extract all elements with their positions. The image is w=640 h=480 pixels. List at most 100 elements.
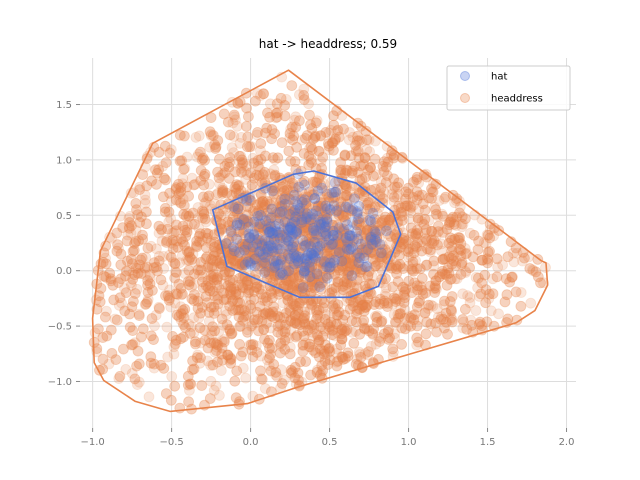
scatter-point-headdress	[190, 338, 201, 350]
scatter-point-headdress	[122, 255, 133, 267]
scatter-point-headdress	[248, 293, 260, 305]
scatter-point-headdress	[348, 337, 360, 349]
scatter-point-hat	[252, 210, 264, 222]
scatter-point-headdress	[268, 358, 280, 370]
scatter-point-headdress	[437, 254, 449, 266]
scatter-point-headdress	[354, 241, 366, 253]
scatter-point-headdress	[236, 303, 248, 315]
scatter-point-headdress	[255, 235, 267, 247]
scatter-point-headdress	[196, 235, 208, 247]
scatter-point-headdress	[403, 311, 415, 323]
scatter-point-headdress	[446, 316, 458, 328]
scatter-point-headdress	[409, 309, 421, 321]
scatter-point-headdress	[435, 245, 447, 257]
scatter-point-headdress	[317, 151, 329, 163]
scatter-point-headdress	[197, 191, 209, 203]
scatter-point-headdress	[314, 222, 326, 233]
scatter-point-headdress	[500, 273, 512, 285]
scatter-point-headdress	[257, 169, 269, 181]
y-tick-label: −0.5	[48, 322, 72, 333]
scatter-point-headdress	[225, 353, 237, 365]
scatter-point-headdress	[291, 318, 303, 330]
scatter-point-headdress	[157, 279, 169, 291]
scatter-point-headdress	[269, 154, 281, 166]
scatter-point-headdress	[195, 164, 207, 176]
scatter-point-headdress	[176, 250, 188, 261]
scatter-point-headdress	[362, 349, 374, 361]
scatter-point-headdress	[261, 260, 273, 272]
scatter-point-headdress	[145, 351, 157, 363]
scatter-point-headdress	[183, 246, 195, 258]
scatter-point-headdress	[278, 278, 290, 290]
scatter-point-headdress	[286, 295, 298, 307]
scatter-point-headdress	[325, 124, 337, 136]
points-headdress	[88, 71, 551, 415]
scatter-point-headdress	[267, 230, 279, 242]
scatter-point-headdress	[189, 178, 201, 190]
scatter-point-headdress	[329, 302, 341, 314]
scatter-point-hat	[314, 281, 326, 293]
scatter-point-headdress	[419, 204, 431, 216]
scatter-point-headdress	[436, 238, 447, 250]
scatter-point-headdress	[174, 257, 186, 269]
scatter-point-hat	[309, 252, 321, 264]
scatter-point-headdress	[382, 326, 394, 338]
scatter-point-headdress	[430, 275, 442, 287]
scatter-point-headdress	[266, 255, 278, 267]
scatter-point-headdress	[320, 126, 332, 138]
scatter-point-headdress	[402, 319, 414, 331]
scatter-point-headdress	[453, 195, 465, 207]
scatter-point-headdress	[443, 219, 455, 231]
scatter-point-headdress	[181, 224, 193, 236]
scatter-point-headdress	[337, 265, 349, 277]
scatter-point-headdress	[511, 247, 523, 259]
scatter-point-headdress	[192, 202, 204, 213]
scatter-point-headdress	[351, 253, 363, 265]
scatter-point-headdress	[183, 210, 195, 222]
scatter-point-headdress	[175, 301, 187, 313]
scatter-point-headdress	[340, 190, 352, 201]
scatter-point-headdress	[310, 250, 322, 262]
scatter-point-headdress	[179, 303, 191, 315]
scatter-point-headdress	[135, 331, 147, 343]
scatter-point-headdress	[196, 380, 208, 391]
scatter-point-headdress	[262, 247, 274, 259]
scatter-point-headdress	[133, 308, 145, 320]
scatter-point-headdress	[175, 314, 187, 326]
scatter-point-headdress	[251, 88, 263, 99]
scatter-point-headdress	[229, 200, 241, 212]
scatter-point-headdress	[124, 210, 136, 222]
scatter-point-headdress	[315, 130, 327, 142]
scatter-point-headdress	[174, 402, 186, 414]
scatter-point-headdress	[212, 356, 223, 368]
scatter-point-headdress	[231, 120, 243, 132]
scatter-point-headdress	[256, 195, 268, 207]
scatter-point-headdress	[109, 313, 121, 325]
scatter-point-headdress	[242, 279, 254, 291]
scatter-point-headdress	[405, 207, 417, 219]
scatter-point-headdress	[174, 155, 186, 167]
scatter-point-headdress	[392, 309, 404, 320]
scatter-point-headdress	[288, 130, 300, 142]
scatter-point-headdress	[433, 271, 445, 283]
scatter-point-hat	[272, 243, 284, 255]
scatter-point-headdress	[255, 365, 266, 377]
scatter-point-headdress	[481, 229, 493, 241]
scatter-point-headdress	[150, 309, 162, 321]
scatter-point-headdress	[339, 234, 351, 246]
scatter-point-headdress	[224, 129, 236, 141]
scatter-point-headdress	[266, 310, 278, 322]
scatter-point-headdress	[114, 292, 126, 304]
scatter-point-headdress	[412, 237, 423, 249]
scatter-point-headdress	[193, 148, 204, 160]
scatter-point-headdress	[139, 262, 151, 274]
scatter-point-headdress	[262, 107, 273, 119]
scatter-point-headdress	[234, 272, 245, 284]
scatter-point-headdress	[441, 264, 453, 276]
scatter-point-headdress	[255, 373, 267, 385]
scatter-point-headdress	[205, 128, 217, 140]
scatter-point-headdress	[443, 267, 455, 279]
scatter-point-headdress	[268, 232, 280, 244]
scatter-point-headdress	[491, 253, 503, 265]
scatter-point-headdress	[480, 238, 492, 250]
